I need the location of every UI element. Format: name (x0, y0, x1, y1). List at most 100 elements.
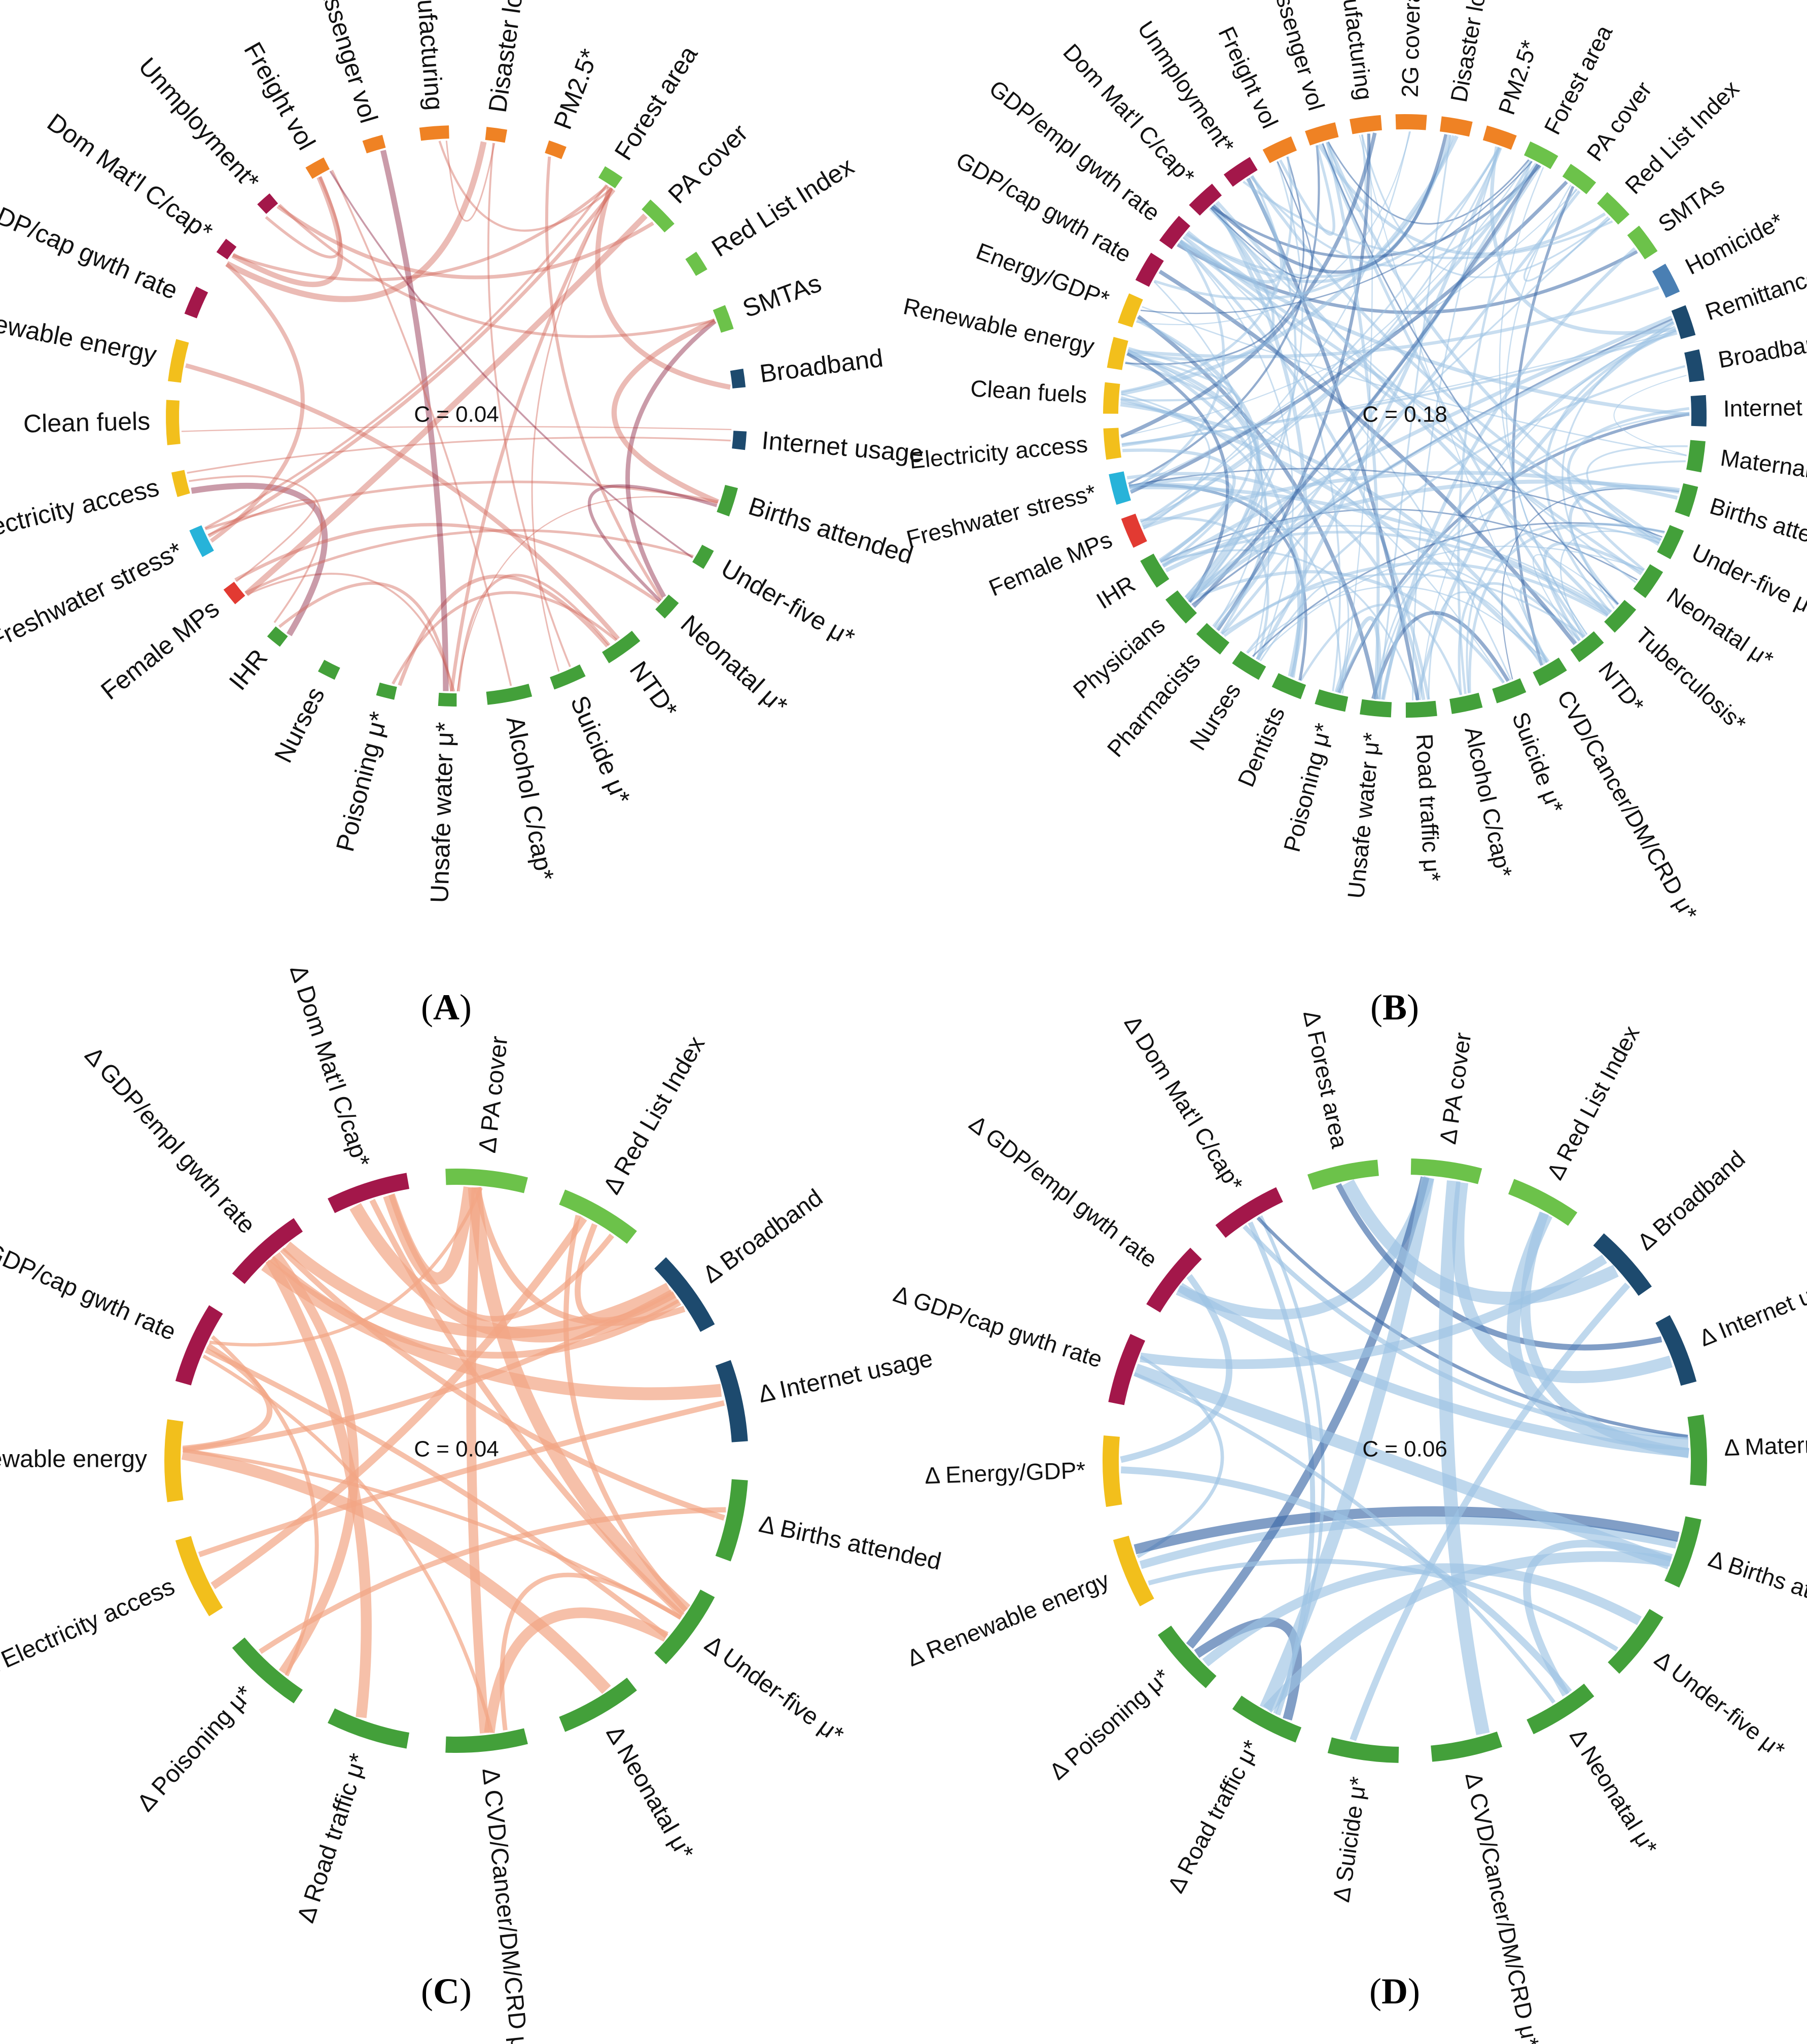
chord-link (1247, 586, 1547, 663)
chord-link (225, 141, 487, 302)
chord-link (1567, 407, 1690, 571)
node-arc (1159, 216, 1191, 250)
chord-link (1125, 361, 1253, 568)
node-label: Δ Neonatal μ* (1565, 1723, 1663, 1859)
node-arc (1570, 631, 1604, 662)
node-label: Renewable energy (901, 293, 1097, 360)
node-label: Red List Index (706, 152, 859, 262)
chord-link (625, 319, 717, 598)
node-arc (1315, 689, 1349, 712)
node-arc (328, 1708, 410, 1749)
chord-link (1179, 178, 1284, 284)
chord-link (1322, 143, 1619, 605)
chord-link (487, 143, 571, 667)
node-label: Broadband (1716, 328, 1807, 373)
node-arc (1657, 524, 1684, 559)
node-label: Δ CVD/Cancer/DM/CRD μ* (1460, 1770, 1544, 2044)
node-arc (1439, 116, 1473, 137)
node-arc (328, 1173, 410, 1213)
node-label: Alcohol C/cap* (1460, 724, 1517, 879)
chord-link (1122, 448, 1236, 563)
chord-link (1209, 208, 1637, 583)
node-label: Disaster loss* (1445, 0, 1496, 104)
node-label: Electricity access (908, 431, 1089, 474)
panel-c-connectance-label: C = 0.04 (414, 1437, 499, 1462)
chord-link (438, 140, 613, 232)
node-arc (223, 581, 245, 605)
node-label: Δ Road traffic μ* (292, 1750, 372, 1926)
node-arc (1597, 192, 1629, 225)
chord-link (1127, 349, 1505, 683)
chord-link (1468, 522, 1665, 693)
node-arc (559, 1677, 637, 1732)
node-arc (1395, 114, 1427, 130)
chord-link (209, 262, 305, 543)
node-arc (685, 252, 707, 276)
node-arc (1671, 305, 1696, 339)
chord-link (1299, 603, 1463, 695)
node-arc (362, 134, 386, 154)
chord-link (202, 1354, 493, 1733)
node-arc (1405, 700, 1437, 718)
node-arc (1121, 513, 1147, 548)
node-label: Remittances (1702, 259, 1807, 325)
node-label: Δ Broadband (1632, 1145, 1750, 1255)
node-arc (1449, 692, 1483, 714)
node-arc (1113, 1535, 1154, 1607)
node-arc (305, 157, 330, 179)
chord-link (329, 170, 693, 558)
chord-link (282, 1241, 672, 1338)
chord-link (611, 318, 719, 505)
panel-d-links (1120, 1176, 1690, 1741)
node-label: Female MPs (95, 594, 224, 706)
node-label: Suicide μ* (1507, 709, 1569, 817)
panel-a-caption: (A) (421, 987, 472, 1028)
chord-link (1133, 1363, 1672, 1570)
node-arc (1140, 553, 1170, 588)
chord-link (265, 176, 342, 259)
node-label: Δ Under-five μ* (700, 1631, 848, 1749)
node-label: Manufacturing (1332, 0, 1378, 101)
chord-link (261, 1259, 722, 1400)
node-label: Δ Births attended (1705, 1545, 1807, 1625)
node-arc (168, 339, 189, 383)
node-arc (713, 305, 734, 333)
chord-link (1586, 445, 1688, 544)
node-arc (1508, 1179, 1578, 1226)
chord-link (207, 499, 316, 582)
node-label: Passenger vol (1263, 0, 1330, 114)
node-arc (1118, 293, 1143, 328)
node-label: Nurses (269, 683, 330, 767)
chord-link (1341, 133, 1373, 694)
chord-link (380, 150, 449, 691)
node-label: Unsafe water μ* (1342, 731, 1385, 900)
node-label: PA cover (1581, 77, 1657, 166)
chord-link (1121, 189, 1578, 437)
chord-link (1221, 190, 1581, 635)
chord-link (181, 426, 732, 432)
chord-link (1243, 181, 1613, 260)
node-arc (1305, 122, 1339, 146)
node-arc (715, 1479, 748, 1562)
node-arc (1655, 1315, 1697, 1386)
chord-link (1212, 205, 1341, 692)
node-label: Freight vol (238, 38, 321, 155)
node-arc (232, 1218, 303, 1284)
chord-link (595, 186, 731, 390)
chord-link (545, 156, 663, 601)
node-arc (1103, 1435, 1122, 1507)
node-label: Broadband (758, 344, 885, 388)
node-arc (715, 1360, 748, 1442)
node-arc (1215, 1187, 1283, 1238)
node-arc (1360, 699, 1392, 718)
chord-link (1212, 160, 1533, 627)
node-arc (1103, 382, 1120, 414)
node-label: Δ GDP/cap gwth rate (0, 1229, 180, 1346)
chord-link (1142, 306, 1687, 456)
node-label: Poisoning μ* (1279, 721, 1337, 855)
node-arc (1108, 1333, 1146, 1405)
chord-link (1142, 471, 1678, 530)
